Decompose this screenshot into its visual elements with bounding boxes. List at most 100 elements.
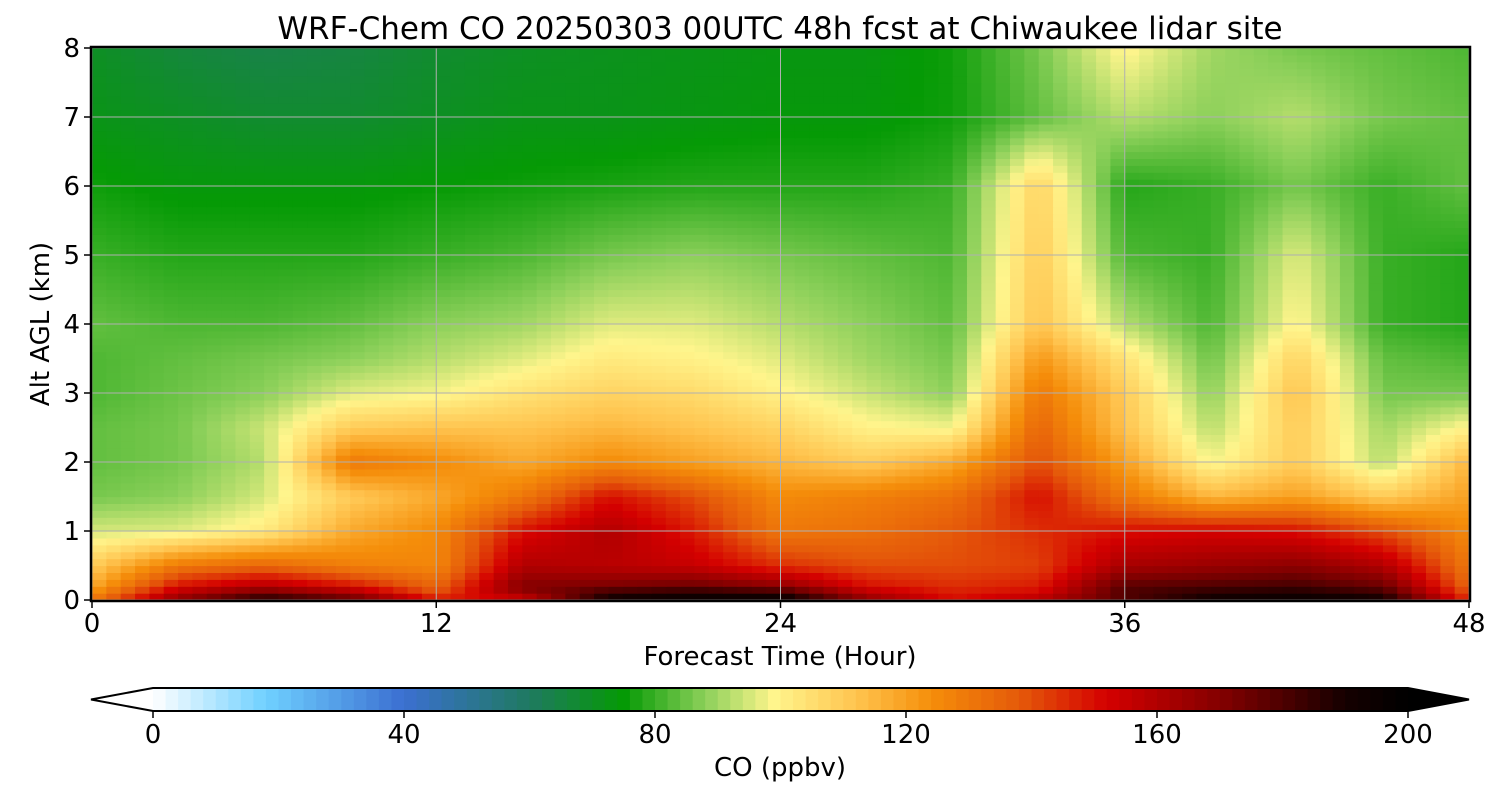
heatmap-cell: [981, 365, 997, 373]
heatmap-cell: [350, 248, 366, 256]
heatmap-cell: [335, 330, 351, 339]
heatmap-cell: [1153, 537, 1169, 546]
heatmap-cell: [1296, 462, 1312, 470]
heatmap-cell: [1282, 261, 1298, 270]
heatmap-cell: [1167, 427, 1183, 435]
heatmap-cell: [680, 282, 696, 291]
heatmap-cell: [1311, 544, 1327, 553]
heatmap-cell: [794, 420, 810, 429]
heatmap-cell: [450, 413, 466, 422]
heatmap-cell: [909, 289, 925, 297]
heatmap-cell: [206, 241, 222, 249]
heatmap-cell: [335, 572, 351, 580]
heatmap-cell: [292, 462, 308, 470]
heatmap-cell: [335, 282, 351, 291]
heatmap-cell: [378, 351, 394, 360]
heatmap-cell: [1425, 289, 1441, 297]
heatmap-cell: [1124, 544, 1140, 553]
heatmap-cell: [837, 275, 853, 284]
heatmap-cell: [981, 593, 997, 600]
heatmap-cell: [1253, 351, 1269, 360]
heatmap-cell: [479, 434, 495, 442]
heatmap-cell: [981, 393, 997, 401]
heatmap-cell: [1282, 241, 1298, 249]
heatmap-cell: [1368, 420, 1384, 429]
heatmap-cell: [551, 558, 566, 567]
heatmap-cell: [708, 482, 724, 491]
heatmap-cell: [1325, 365, 1341, 373]
heatmap-cell: [536, 586, 552, 594]
heatmap-cell: [579, 572, 595, 580]
heatmap-cell: [1311, 565, 1327, 573]
heatmap-cell: [278, 289, 294, 297]
heatmap-cell: [708, 303, 724, 311]
heatmap-cell: [407, 496, 423, 504]
heatmap-cell: [1382, 255, 1398, 263]
heatmap-cell: [393, 475, 409, 484]
heatmap-cell: [594, 441, 609, 449]
heatmap-cell: [1382, 462, 1398, 470]
heatmap-cell: [1354, 296, 1370, 304]
heatmap-cell: [694, 406, 710, 415]
heatmap-cell: [1282, 489, 1298, 498]
heatmap-cell: [450, 399, 466, 408]
heatmap-cell: [780, 248, 796, 256]
heatmap-cell: [665, 241, 681, 249]
heatmap-cell: [1124, 558, 1140, 567]
heatmap-cell: [464, 482, 480, 491]
heatmap-cell: [1024, 358, 1040, 366]
heatmap-cell: [766, 406, 782, 415]
heatmap-cell: [1354, 572, 1370, 580]
heatmap-cell: [149, 399, 165, 408]
heatmap-cell: [192, 455, 208, 463]
heatmap-cell: [966, 565, 982, 573]
heatmap-cell: [1081, 268, 1097, 277]
heatmap-cell: [952, 462, 968, 470]
heatmap-cell: [120, 386, 136, 394]
heatmap-cell: [1296, 524, 1312, 532]
heatmap-cell: [665, 358, 681, 366]
heatmap-cell: [723, 406, 739, 415]
heatmap-cell: [507, 441, 523, 449]
heatmap-cell: [680, 337, 696, 346]
heatmap-cell: [1425, 544, 1441, 553]
heatmap-cell: [1268, 503, 1284, 511]
heatmap-cell: [1253, 386, 1269, 394]
heatmap-cell: [321, 344, 337, 353]
heatmap-cell: [192, 524, 208, 532]
heatmap-cell: [321, 489, 337, 498]
heatmap-cell: [1067, 517, 1083, 525]
heatmap-cell: [880, 372, 896, 380]
heatmap-cell: [880, 427, 896, 435]
heatmap-cell: [909, 448, 925, 456]
heatmap-cell: [493, 330, 509, 339]
heatmap-cell: [192, 434, 208, 442]
heatmap-cell: [1096, 593, 1111, 600]
heatmap-cell: [135, 544, 150, 553]
heatmap-cell: [1268, 386, 1284, 394]
heatmap-cell: [551, 468, 566, 477]
heatmap-cell: [1440, 489, 1456, 498]
heatmap-cell: [522, 531, 538, 539]
heatmap-cell: [1382, 489, 1398, 498]
heatmap-cell: [149, 393, 165, 401]
heatmap-cell: [751, 406, 767, 415]
heatmap-cell: [135, 468, 150, 477]
heatmap-cell: [163, 524, 179, 532]
heatmap-cell: [995, 462, 1011, 470]
heatmap-cell: [278, 448, 294, 456]
heatmap-cell: [350, 289, 366, 297]
heatmap-cell: [579, 310, 595, 318]
heatmap-cell: [637, 248, 652, 256]
heatmap-cell: [1038, 261, 1054, 270]
heatmap-cell: [1440, 248, 1456, 256]
heatmap-cell: [837, 330, 853, 339]
heatmap-cell: [1053, 386, 1068, 394]
heatmap-cell: [522, 324, 538, 332]
heatmap-cell: [163, 565, 179, 573]
heatmap-cell: [421, 379, 437, 387]
heatmap-cell: [1282, 386, 1298, 394]
heatmap-cell: [837, 531, 853, 539]
heatmap-cell: [507, 496, 523, 504]
heatmap-cell: [92, 310, 107, 318]
